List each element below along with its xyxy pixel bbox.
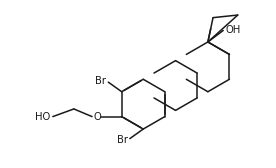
Text: HO: HO xyxy=(35,112,50,122)
Text: Br: Br xyxy=(95,76,106,86)
Text: OH: OH xyxy=(225,25,240,35)
Text: O: O xyxy=(94,112,102,122)
Text: Br: Br xyxy=(117,135,128,144)
